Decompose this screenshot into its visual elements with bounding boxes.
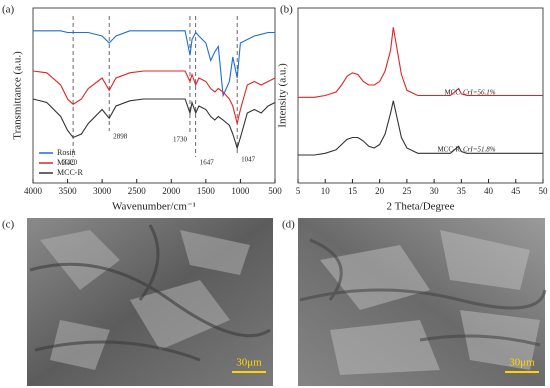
y-axis-label: Transmittance (a.u.) (12, 51, 24, 140)
y-axis-label: Intensity (a.u.) (277, 63, 289, 128)
series-annotation: CrI=51.8% (463, 146, 496, 154)
series-line (32, 98, 276, 150)
x-axis-label: Wavenumber/cm⁻¹ (112, 201, 196, 213)
annotation-label: 1730 (173, 136, 188, 144)
series-line (33, 30, 275, 98)
series-annotation: CrI=56.1% (463, 89, 496, 97)
x-tick-label: 40 (484, 186, 494, 196)
panel-label: (a) (2, 4, 15, 16)
x-tick-label: 500 (268, 186, 282, 196)
series-line (298, 100, 543, 156)
annotation-label: 1047 (241, 156, 256, 164)
annotation-label: 1647 (200, 159, 215, 167)
x-tick-label: 35 (457, 186, 467, 196)
series-label: MCC (444, 89, 460, 97)
x-tick-label: 3500 (59, 186, 78, 196)
annotation-label: 2898 (113, 133, 128, 141)
x-tick-label: 45 (511, 186, 521, 196)
legend-label: MCC-R (57, 168, 83, 177)
x-tick-label: 20 (375, 186, 385, 196)
x-tick-label: 50 (539, 186, 549, 196)
x-tick-label: 2000 (162, 186, 181, 196)
x-tick-label: 4000 (24, 186, 43, 196)
legend-label: Rosin (57, 148, 76, 157)
annotation-label: 3420 (63, 159, 78, 167)
x-tick-label: 1000 (231, 186, 250, 196)
sem-image-d (298, 218, 547, 386)
x-tick-label: 25 (402, 186, 412, 196)
x-tick-label: 30 (430, 186, 440, 196)
x-tick-label: 1500 (197, 186, 216, 196)
scale-bar-label: 30μm (509, 357, 535, 369)
x-axis-label: 2 Theta/Degree (387, 201, 455, 213)
sem-image-c (27, 218, 273, 386)
series-line (32, 70, 276, 124)
panel-label: (d) (282, 219, 295, 231)
panel-label: (c) (2, 219, 15, 231)
x-tick-label: 10 (321, 186, 331, 196)
x-tick-label: 5 (296, 186, 301, 196)
plot-frame (32, 7, 276, 184)
panel-label: (b) (280, 4, 293, 16)
x-tick-label: 3000 (93, 186, 112, 196)
series-line (298, 27, 543, 98)
legend-label: MCC (57, 158, 75, 167)
series-label: MCC-R (437, 146, 460, 154)
x-tick-label: 2500 (128, 186, 147, 196)
x-tick-label: 15 (348, 186, 358, 196)
scale-bar-label: 30μm (236, 357, 262, 369)
